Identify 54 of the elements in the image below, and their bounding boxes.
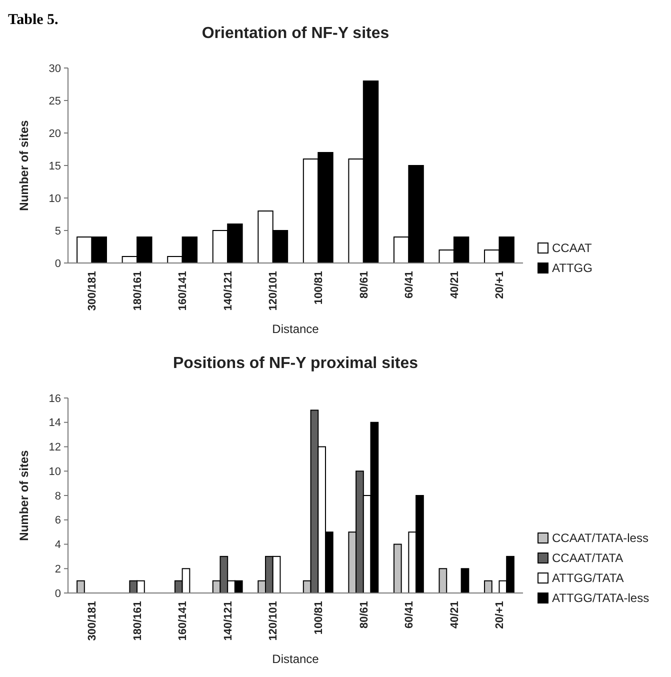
bar [438, 568, 448, 594]
x-tick-label: 120/101 [268, 601, 280, 641]
x-tick-label: 180/161 [132, 271, 144, 311]
y-tick-label: 16 [48, 392, 61, 405]
y-axis-title: Number of sites [17, 120, 31, 211]
x-tick-label: 60/41 [404, 601, 416, 629]
legend-label: ATTGG/TATA [552, 571, 624, 586]
x-tick-label: 140/121 [222, 601, 234, 641]
x-tick-label: 80/61 [358, 271, 370, 299]
y-tick-label: 6 [54, 514, 61, 527]
legend-label: ATTGG [552, 261, 592, 276]
x-tick-label: 20/+1 [494, 271, 506, 299]
y-tick-label: 10 [48, 466, 61, 478]
bar [76, 580, 85, 594]
y-tick-label: 10 [48, 192, 61, 205]
bar [484, 580, 492, 594]
x-tick-label: 140/121 [222, 271, 234, 311]
x-tick-label: 160/141 [177, 271, 190, 311]
x-tick-label: 20/+1 [494, 601, 506, 629]
x-tick-label: 80/61 [358, 601, 370, 629]
x-tick-label: 40/21 [448, 271, 461, 299]
x-axis-title: Distance [272, 652, 320, 666]
legend-label: CCAAT/TATA [552, 551, 624, 566]
y-tick-label: 2 [54, 563, 61, 576]
x-tick-label: 100/81 [312, 271, 325, 305]
x-axis-title: Distance [272, 322, 320, 336]
caption: Table 5. [8, 12, 59, 28]
y-tick-label: 14 [48, 417, 61, 430]
x-tick-label: 120/101 [268, 271, 280, 311]
chart-title: Orientation of NF-Y sites [202, 25, 390, 42]
x-tick-label: 160/141 [177, 601, 190, 641]
chart-title: Positions of NF-Y proximal sites [172, 355, 418, 372]
x-tick-label: 300/181 [86, 271, 99, 311]
legend-label: ATTGG/TATA-less [552, 591, 650, 606]
y-tick-label: 12 [48, 442, 61, 454]
x-tick-label: 180/161 [132, 601, 144, 641]
y-axis-title: Number of sites [17, 450, 31, 541]
y-tick-label: 25 [48, 95, 61, 108]
x-tick-label: 60/41 [404, 271, 416, 299]
x-tick-label: 300/181 [86, 601, 99, 641]
y-tick-label: 5 [54, 225, 61, 238]
x-tick-label: 40/21 [448, 601, 461, 629]
y-tick-label: 20 [48, 128, 61, 140]
x-tick-label: 100/81 [312, 601, 325, 635]
legend-label: CCAAT/TATA-less [552, 531, 648, 546]
y-tick-label: 8 [54, 490, 61, 502]
y-tick-label: 30 [48, 62, 61, 75]
bar [393, 544, 402, 594]
y-tick-label: 0 [54, 258, 61, 270]
y-tick-label: 4 [54, 539, 61, 552]
legend-label: CCAAT [552, 241, 592, 256]
y-tick-label: 0 [54, 588, 61, 600]
y-tick-label: 15 [48, 160, 61, 172]
bar [460, 568, 470, 594]
